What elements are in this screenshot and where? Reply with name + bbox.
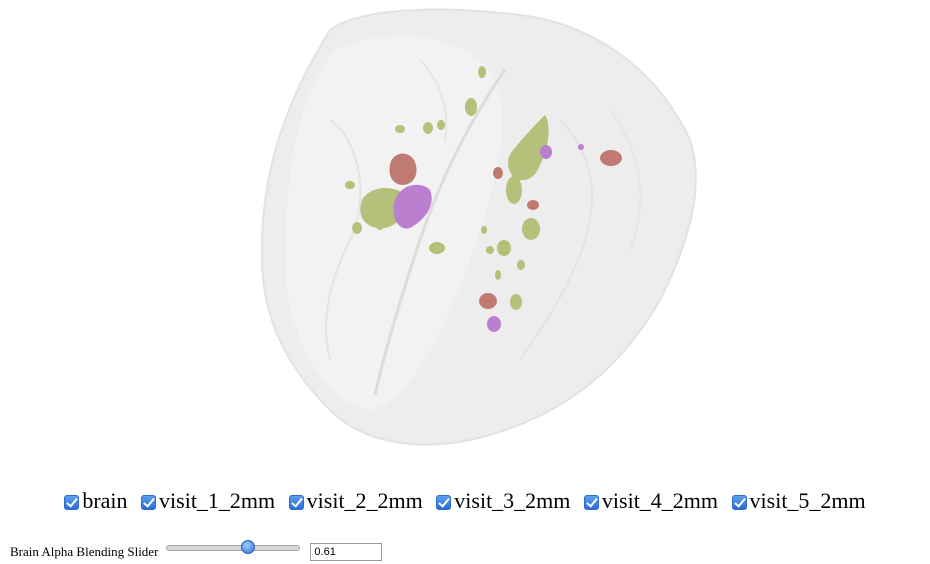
lesion xyxy=(510,294,522,310)
sulcus-1 xyxy=(519,119,593,361)
visit-4-checkbox[interactable] xyxy=(583,494,599,510)
lesion xyxy=(429,242,445,254)
layer-toggle-list: brain visit_1_2mm visit_2_2mm visit_3_2m… xyxy=(0,487,930,516)
lesion xyxy=(600,150,622,166)
lesion xyxy=(352,222,362,234)
lesions-visit-green xyxy=(345,66,549,310)
layer-label: visit_3_2mm xyxy=(454,488,571,513)
layer-label: visit_4_2mm xyxy=(601,488,719,513)
lesion xyxy=(393,184,432,229)
lesion xyxy=(360,188,407,229)
lesion xyxy=(527,200,539,210)
sulcus-3 xyxy=(609,109,642,251)
alpha-slider-row: Brain Alpha Blending Slider xyxy=(10,540,383,561)
visit-2-checkbox[interactable] xyxy=(288,494,304,510)
lesion xyxy=(376,222,384,230)
lesion xyxy=(497,240,511,256)
lesion xyxy=(506,176,522,204)
layer-toggle-brain[interactable]: brain xyxy=(64,487,128,515)
brain-3d-viewer[interactable] xyxy=(0,0,930,470)
layer-label: visit_2_2mm xyxy=(306,488,423,513)
layer-toggle-visit-4[interactable]: visit_4_2mm xyxy=(583,487,719,515)
visit-5-checkbox[interactable] xyxy=(731,494,747,510)
lesion xyxy=(479,293,497,309)
lesion xyxy=(578,144,584,150)
alpha-slider-label: Brain Alpha Blending Slider xyxy=(10,544,159,559)
lesion xyxy=(522,218,540,240)
layer-toggle-visit-2[interactable]: visit_2_2mm xyxy=(288,487,423,515)
brain-render xyxy=(260,8,697,446)
layer-toggle-visit-5[interactable]: visit_5_2mm xyxy=(731,487,866,515)
lesion xyxy=(437,120,445,130)
lesions-visit-purple xyxy=(393,144,584,332)
layer-label: visit_5_2mm xyxy=(749,488,866,513)
midline-fissure xyxy=(373,69,507,396)
lesion xyxy=(478,66,486,78)
alpha-slider-track[interactable] xyxy=(166,540,301,554)
lesion xyxy=(389,153,417,185)
lesion xyxy=(493,167,503,179)
lesion xyxy=(481,226,487,234)
visit-1-checkbox[interactable] xyxy=(141,494,157,510)
layer-toggle-visit-3[interactable]: visit_3_2mm xyxy=(436,487,570,515)
visit-3-checkbox[interactable] xyxy=(436,494,452,510)
brain-surface xyxy=(260,8,697,446)
brain-checkbox[interactable] xyxy=(64,494,80,510)
layer-toggle-visit-1[interactable]: visit_1_2mm xyxy=(141,487,275,515)
lesion xyxy=(540,145,552,159)
alpha-value-input[interactable] xyxy=(310,543,383,561)
lesion xyxy=(508,115,549,181)
lesion xyxy=(395,125,405,133)
layer-label: visit_1_2mm xyxy=(159,488,276,513)
lesion xyxy=(517,260,525,270)
lesion xyxy=(495,270,501,280)
lesion xyxy=(345,181,355,189)
alpha-slider-thumb[interactable] xyxy=(240,540,255,554)
lesion xyxy=(486,246,494,254)
lesions-visit-red xyxy=(389,150,622,309)
layer-label: brain xyxy=(82,488,128,513)
lesion xyxy=(465,98,477,116)
sulcus-4 xyxy=(419,59,448,141)
lesion xyxy=(423,122,433,134)
sulcus-2 xyxy=(325,119,362,361)
lesion xyxy=(487,316,501,332)
